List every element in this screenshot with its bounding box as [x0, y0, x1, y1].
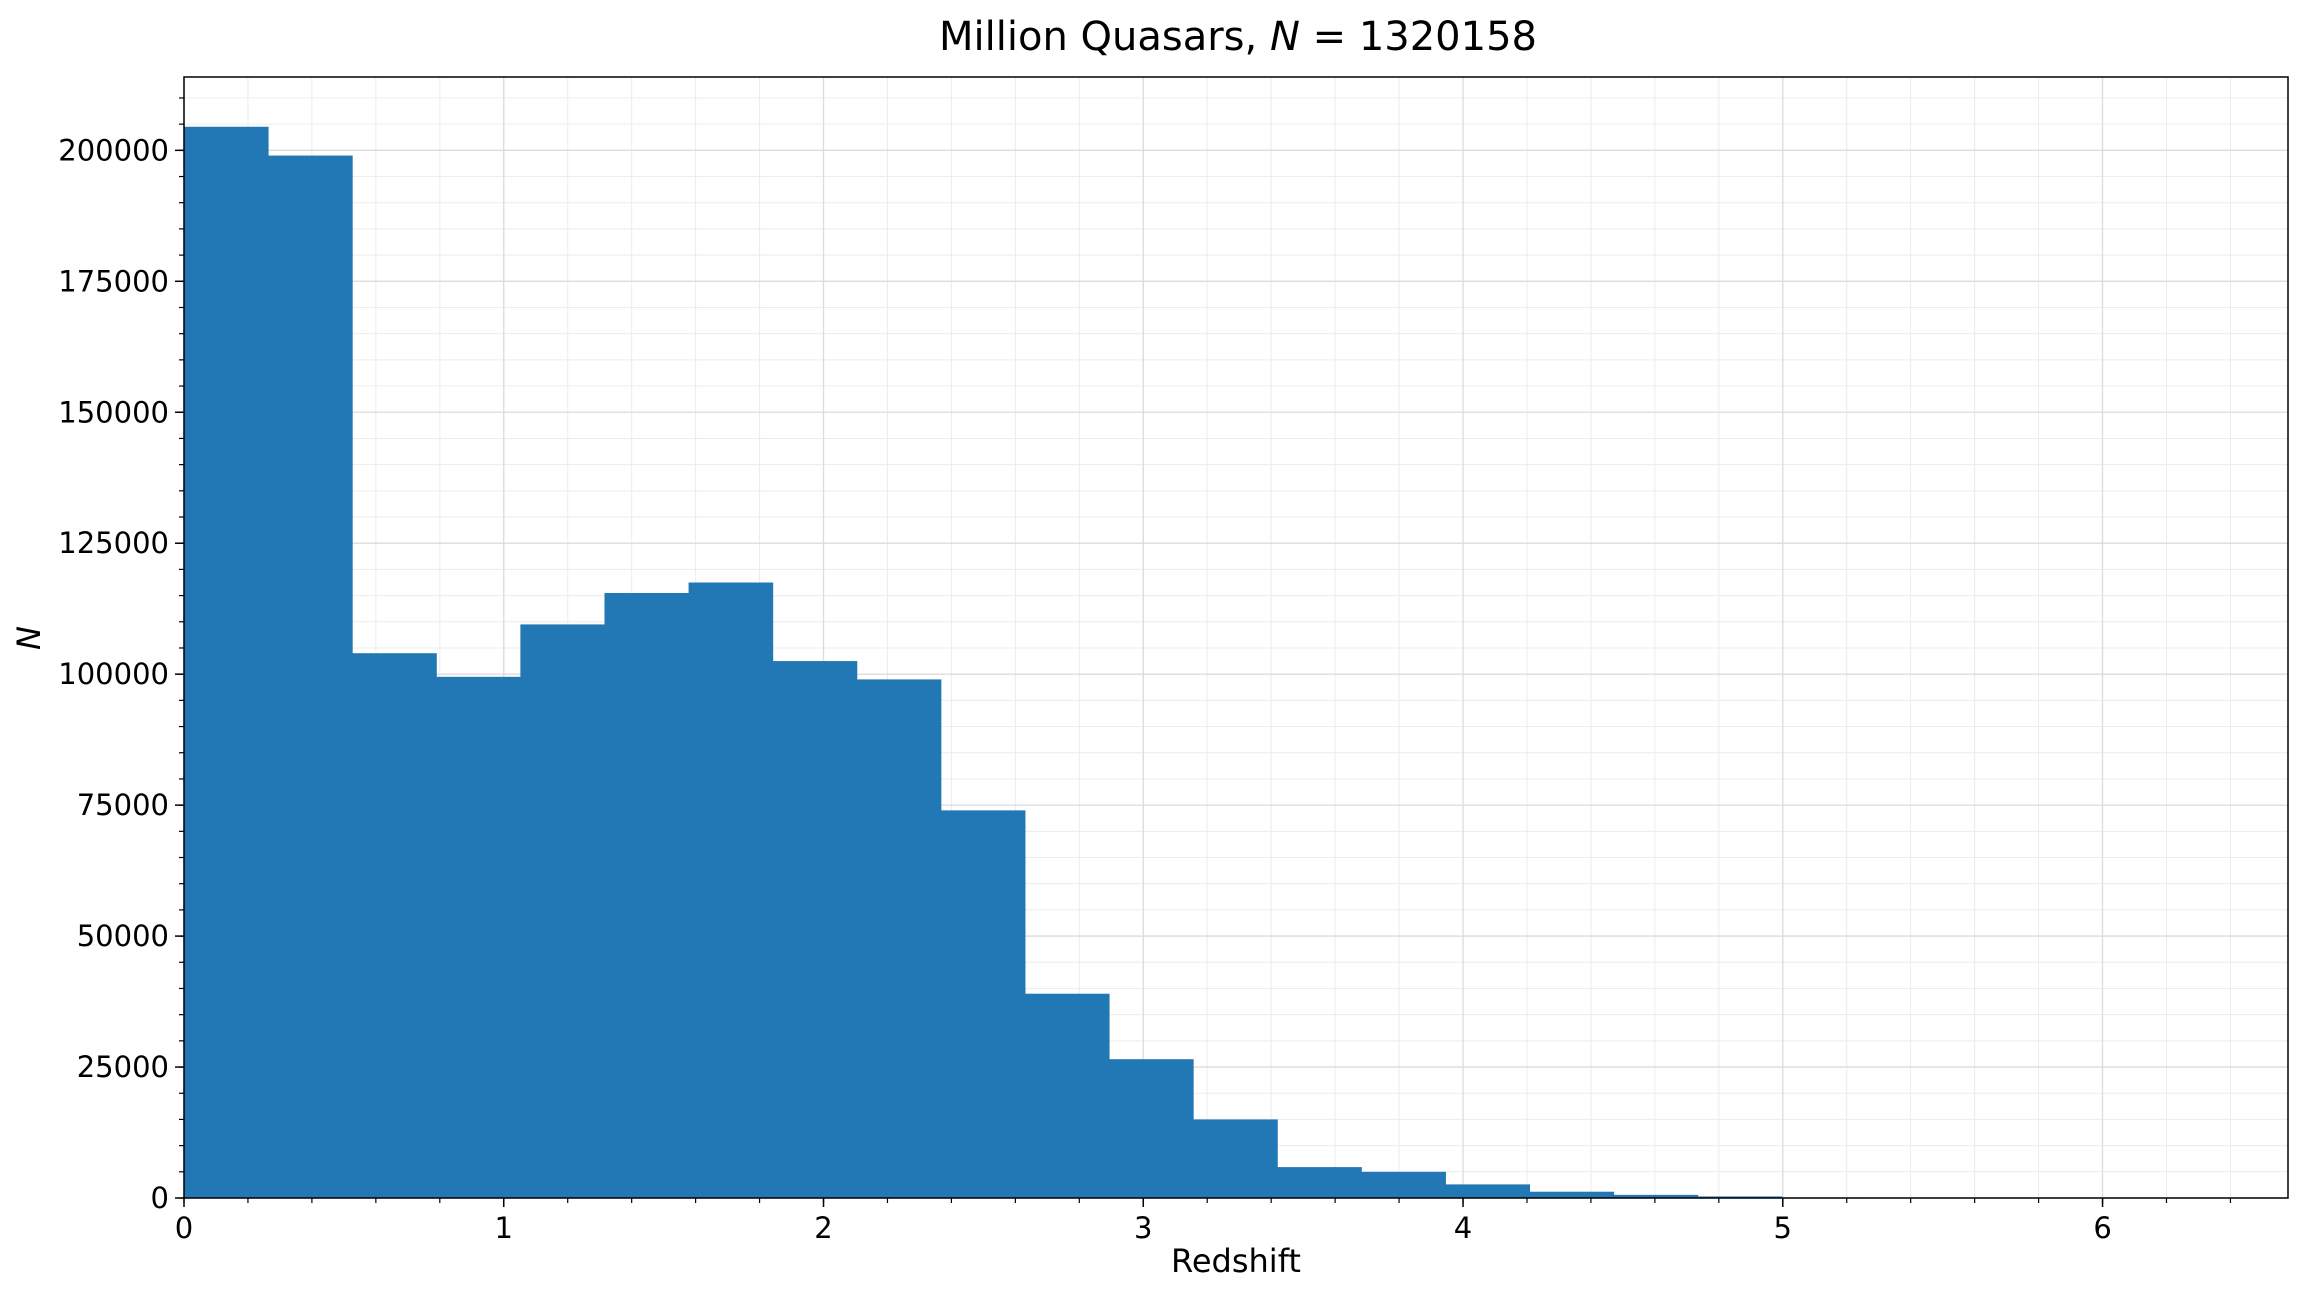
- axis-ticks: [175, 97, 2232, 1207]
- y-tick-label: 200000: [58, 133, 169, 167]
- histogram-bar: [268, 155, 353, 1199]
- y-tick-label: 125000: [58, 526, 169, 560]
- x-tick-label: 4: [1454, 1211, 1472, 1245]
- histogram-bar: [1109, 1059, 1194, 1198]
- title-symbol: N: [1270, 14, 1300, 60]
- histogram-bar: [1024, 993, 1110, 1198]
- histogram-bar: [940, 810, 1026, 1198]
- plot-frame: [183, 76, 2289, 1199]
- y-tick-label: 100000: [58, 657, 169, 691]
- histogram-bar: [772, 661, 858, 1198]
- histogram-bar: [1445, 1184, 1531, 1198]
- y-tick-label: 0: [151, 1181, 169, 1215]
- histogram-bars: [184, 126, 2203, 1199]
- x-tick-label: 0: [175, 1211, 193, 1245]
- y-axis-label: N: [10, 626, 48, 650]
- histogram-bar: [520, 624, 605, 1198]
- y-tick-label: 25000: [77, 1050, 169, 1084]
- y-tick-label: 175000: [58, 264, 169, 298]
- y-tick-label: 50000: [77, 919, 169, 953]
- title-prefix: Million Quasars,: [939, 14, 1270, 60]
- x-tick-label: 2: [814, 1211, 832, 1245]
- histogram-bar: [1697, 1196, 1783, 1198]
- x-tick-label: 3: [1134, 1211, 1152, 1245]
- x-axis-label: Redshift: [1171, 1242, 1301, 1280]
- histogram-bar: [352, 653, 437, 1198]
- histogram-bar: [1193, 1119, 1278, 1198]
- title-suffix: = 1320158: [1300, 14, 1537, 60]
- histogram-bar: [604, 592, 690, 1198]
- y-tick-label: 75000: [77, 788, 169, 822]
- histogram-bar: [436, 676, 521, 1198]
- histogram-bar: [1529, 1191, 1615, 1198]
- x-tick-label: 1: [495, 1211, 513, 1245]
- x-tick-labels: 0 1 2 3 4 5 6: [175, 1211, 2112, 1245]
- y-tick-labels: 0 25000 50000 75000 100000 125000 150000 175000…: [58, 133, 169, 1215]
- histogram-bar: [1361, 1171, 1446, 1198]
- chart-title: Million Quasars, N = 1320158: [939, 14, 1537, 60]
- x-tick-label: 6: [2093, 1211, 2111, 1245]
- y-tick-label: 150000: [58, 395, 169, 429]
- histogram-bar: [184, 126, 269, 1198]
- x-tick-label: 5: [1774, 1211, 1792, 1245]
- histogram-bar: [1277, 1167, 1362, 1198]
- histogram-bar: [1613, 1194, 1699, 1198]
- histogram-bar: [856, 679, 942, 1198]
- histogram-bar: [688, 582, 774, 1198]
